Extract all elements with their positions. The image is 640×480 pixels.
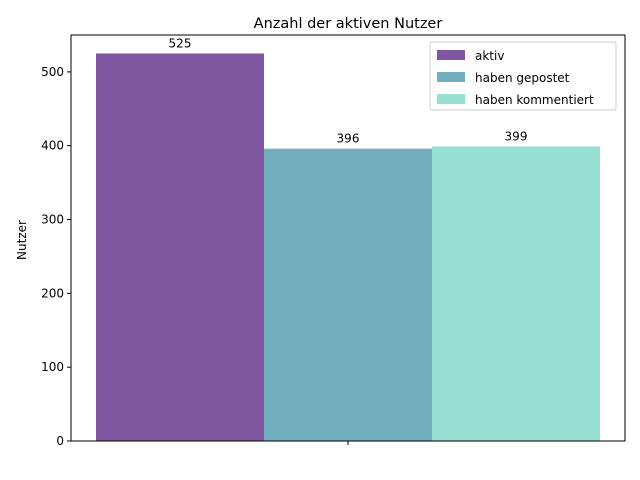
y-tick-label-500: 500 (41, 65, 64, 79)
legend-swatch-haben-gepostet (437, 72, 465, 82)
legend-label-haben-kommentiert: haben kommentiert (475, 93, 594, 107)
legend-label-haben-gepostet: haben gepostet (475, 71, 570, 85)
bar-aktiv (96, 53, 264, 442)
y-tick-label-200: 200 (41, 286, 64, 300)
bar-haben-kommentiert (432, 146, 600, 441)
y-tick-label-100: 100 (41, 360, 64, 374)
bars-group (96, 53, 600, 442)
legend-box (429, 41, 617, 111)
bar-value-label-aktiv: 525 (169, 36, 192, 50)
chart-title: Anzahl der aktiven Nutzer (254, 16, 443, 32)
bar-value-label-haben-gepostet: 396 (337, 132, 360, 146)
legend-swatch-haben-kommentiert (437, 94, 465, 104)
legend-swatch-aktiv (437, 50, 465, 60)
legend: aktiv haben gepostet haben kommentiert (429, 41, 617, 111)
bar-value-label-haben-kommentiert: 399 (505, 129, 528, 143)
y-tick-label-300: 300 (41, 213, 64, 227)
y-tick-label-400: 400 (41, 139, 64, 153)
y-tick-label-0: 0 (56, 434, 64, 448)
bar-haben-gepostet (264, 148, 432, 441)
bar-labels-group: 525 396 399 (169, 36, 528, 145)
plot-frame (70, 34, 626, 442)
legend-label-aktiv: aktiv (475, 49, 504, 63)
y-axis: 0 100 200 300 400 500 (41, 65, 71, 448)
y-axis-label: Nutzer (15, 220, 29, 260)
